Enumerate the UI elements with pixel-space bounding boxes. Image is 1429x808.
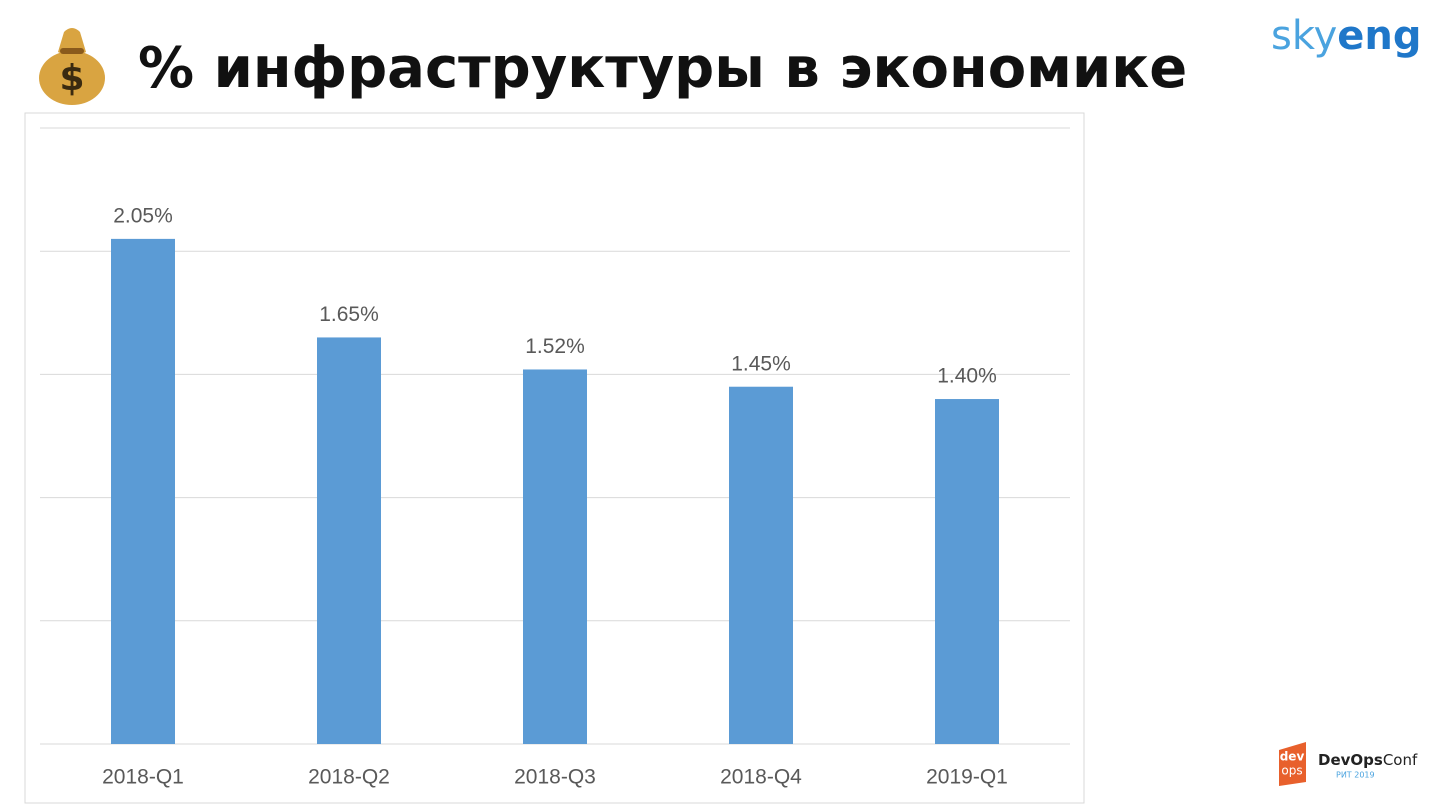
conf-name: DevOpsConf (1318, 751, 1418, 769)
conf-part: Conf (1383, 751, 1418, 769)
conf-sub: РИТ 2019 (1336, 771, 1375, 780)
bar (317, 337, 381, 744)
data-label: 1.52% (525, 335, 585, 358)
conf-part: DevOps (1318, 751, 1383, 769)
badge-text: dev (1280, 750, 1305, 764)
plot-area: 2018-Q1 2.05% 2018-Q2 1.65% 2018-Q3 1.52% 2018… (40, 127, 1070, 789)
x-tick-label: 2019-Q1 (926, 766, 1008, 789)
x-tick-label: 2018-Q3 (514, 766, 596, 789)
bar (729, 386, 793, 744)
data-label: 2.05% (113, 204, 173, 227)
x-tick-label: 2018-Q1 (102, 766, 184, 789)
x-tick-label: 2018-Q2 (308, 766, 390, 789)
bar (523, 369, 587, 744)
data-label: 1.45% (731, 352, 791, 375)
money-bag-icon: $ (39, 28, 105, 105)
badge-text: ops (1281, 764, 1302, 778)
bar (935, 399, 999, 744)
logo-text: skyeng (1271, 13, 1422, 59)
logo-part: sky (1271, 13, 1337, 59)
bar (111, 238, 175, 744)
x-tick-label: 2018-Q4 (720, 766, 802, 789)
dollar-sign: $ (59, 58, 84, 99)
chart-title: % инфраструктуры в экономике (138, 36, 1187, 101)
data-label: 1.65% (319, 303, 379, 326)
conf-logo: dev ops DevOpsConf РИТ 2019 (1279, 742, 1418, 786)
logo-part: eng (1337, 13, 1421, 59)
data-label: 1.40% (937, 365, 997, 388)
